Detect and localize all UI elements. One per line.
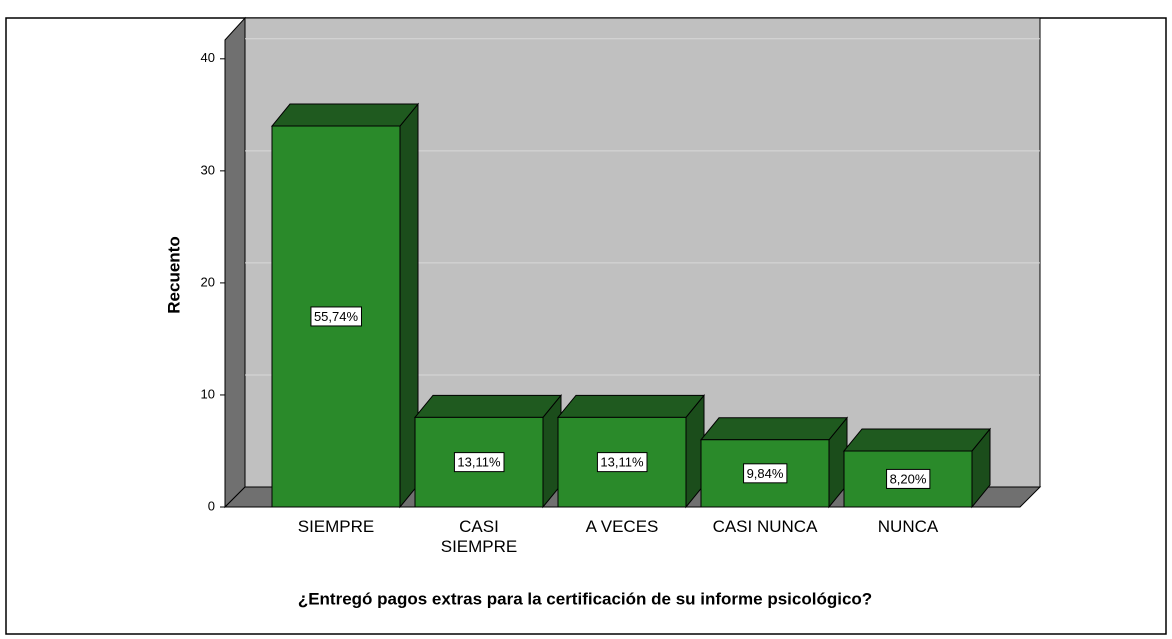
bar-top <box>270 103 420 127</box>
y-axis-label: Recuento <box>164 236 183 313</box>
x-axis-label: ¿Entregó pagos extras para la certificac… <box>298 589 872 608</box>
data-label-box <box>453 452 505 473</box>
bar <box>270 102 420 509</box>
data-label-box <box>596 452 648 473</box>
bar-top <box>699 417 849 441</box>
y-tick-label: 0 <box>208 498 215 513</box>
bar <box>842 427 992 509</box>
y-tick-label: 40 <box>201 50 215 65</box>
x-tick-label: CASI SIEMPRE <box>440 517 518 556</box>
y-tick-label: 10 <box>201 386 215 401</box>
data-label: 13,11% <box>600 455 644 470</box>
data-label: 13,11% <box>457 455 501 470</box>
y-tick-label: 20 <box>201 274 215 289</box>
x-tick-label: A VECES <box>585 517 659 536</box>
side-wall <box>224 16 246 509</box>
data-label: 9,84% <box>747 466 784 481</box>
data-label: 8,20% <box>890 471 927 486</box>
x-tick-label: SIEMPRE <box>297 517 375 536</box>
data-label-box <box>743 463 788 484</box>
data-label-box <box>886 468 931 489</box>
data-label-box <box>310 306 362 327</box>
x-tick-label: NUNCA <box>877 517 939 536</box>
bar <box>556 393 706 509</box>
y-tick-label: 30 <box>201 162 215 177</box>
x-tick-label: CASI NUNCA <box>712 517 818 536</box>
bar-top <box>556 394 706 418</box>
data-label: 55,74% <box>314 309 359 324</box>
bar-top <box>413 394 563 418</box>
bar-top <box>842 428 992 452</box>
bar <box>413 393 563 509</box>
bar <box>699 416 849 509</box>
